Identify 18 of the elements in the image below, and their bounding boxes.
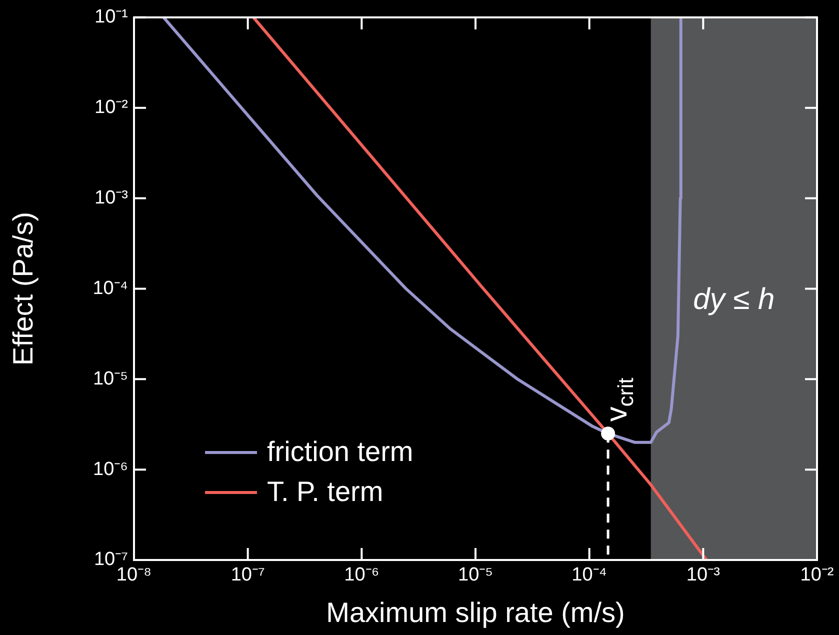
y-tick-label: 10⁻² (94, 97, 128, 118)
x-tick-label: 10⁻⁵ (458, 564, 494, 586)
y-tick-label: 10⁻⁵ (92, 368, 128, 390)
x-tick-label: 10⁻⁷ (230, 564, 265, 586)
band-label: dy ≤ h (693, 283, 775, 316)
legend-label: T. P. term (267, 476, 384, 508)
x-tick-label: 10⁻³ (686, 564, 720, 586)
y-axis-title: Effect (Pa/s) (8, 212, 39, 366)
y-tick-label: 10⁻⁴ (92, 278, 128, 299)
x-tick-label: 10⁻⁶ (344, 564, 380, 586)
x-tick-label: 10⁻⁴ (572, 564, 607, 586)
legend-label: friction term (267, 436, 414, 468)
y-tick-label: 10⁻³ (94, 188, 128, 208)
y-tick-label: 10⁻⁶ (93, 458, 128, 480)
y-tick-label: 10⁻¹ (94, 6, 128, 28)
annotation: vcrit (600, 378, 638, 422)
x-axis-title: Maximum slip rate (m/s) (326, 596, 625, 628)
x-tick-label: 10⁻² (800, 564, 834, 586)
